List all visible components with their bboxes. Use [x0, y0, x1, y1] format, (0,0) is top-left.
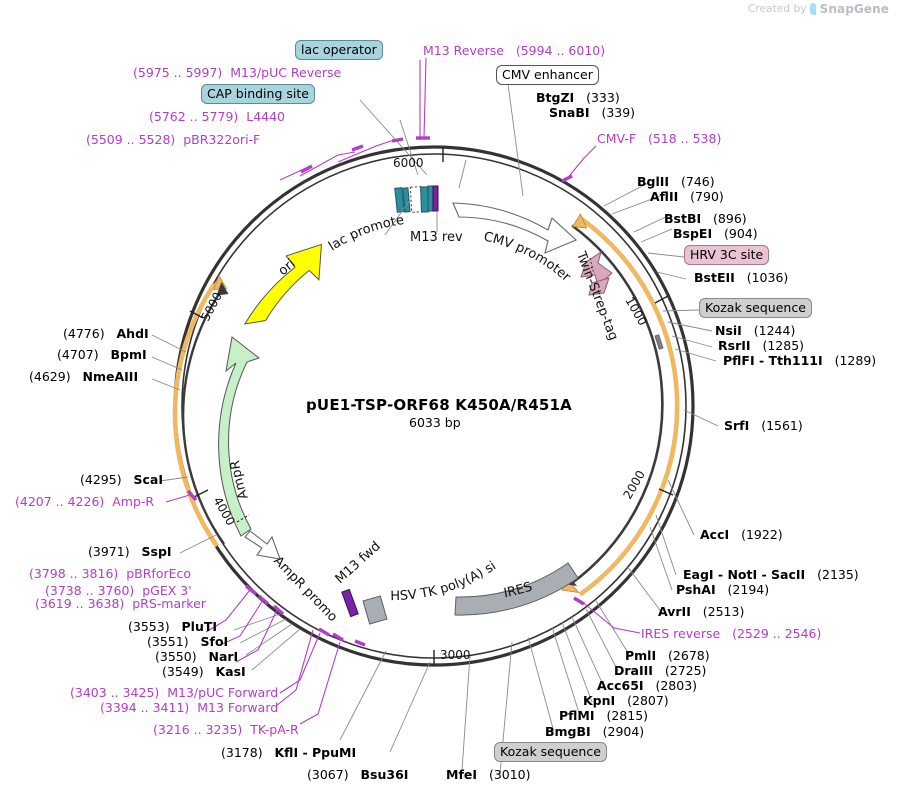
svg-text:3000: 3000	[440, 648, 471, 662]
enzyme-nmeaiii[interactable]: (4629) NmeAIII	[29, 369, 139, 384]
watermark-brand: SnapGene	[819, 2, 889, 16]
primer-m13-puc-reverse[interactable]: (5975 .. 5997) M13/pUC Reverse	[133, 65, 342, 80]
feature-hsv-tk-polya[interactable]	[362, 595, 388, 625]
primer-pbr322ori-f[interactable]: (5509 .. 5528) pBR322ori-F	[86, 132, 261, 147]
enzyme-pshai[interactable]: PshAI (2194)	[676, 582, 770, 597]
enzyme-bstbi[interactable]: BstBI (896)	[664, 211, 747, 226]
primer-leaders	[165, 57, 641, 725]
primer-pgex-3[interactable]: (3738 .. 3760) pGEX 3'	[45, 583, 192, 598]
feature-tick-right	[654, 334, 664, 350]
enzyme-mfei[interactable]: MfeI (3010)	[446, 767, 531, 782]
feature-cluster-top[interactable]	[394, 185, 439, 213]
feature-ampr-promoter[interactable]	[244, 530, 281, 560]
enzyme-draiii[interactable]: DraIII (2725)	[614, 663, 707, 678]
enzyme-scai[interactable]: (4295) ScaI	[80, 472, 163, 487]
enzyme-nari[interactable]: (3550) NarI	[155, 649, 239, 664]
enzyme-pluti[interactable]: (3553) PluTI	[128, 619, 218, 634]
feature-twin-strep-tag[interactable]	[580, 250, 613, 296]
feature-ori[interactable]	[240, 243, 327, 325]
enzyme-sfoi[interactable]: (3551) SfoI	[147, 634, 229, 649]
enzyme-bpmi[interactable]: (4707) BpmI	[57, 347, 147, 362]
badge-kozak-sequence-2[interactable]: Kozak sequence	[494, 742, 607, 762]
badge-lac-operator[interactable]: lac operator	[295, 40, 383, 60]
enzyme-bsu36i[interactable]: (3067) Bsu36I	[307, 767, 409, 782]
primer-amp-r[interactable]: (4207 .. 4226) Amp-R	[15, 494, 155, 509]
primer-pbrforeco[interactable]: (3798 .. 3816) pBRforEco	[29, 566, 192, 581]
badge-hrv-3c-site[interactable]: HRV 3C site	[684, 245, 770, 265]
leader-lines-left	[151, 83, 524, 671]
badge-cmv-enhancer[interactable]: CMV enhancer	[496, 65, 599, 85]
enzyme-ahdi[interactable]: (4776) AhdI	[63, 326, 149, 341]
svg-text:6000: 6000	[393, 156, 424, 170]
enzyme-kfli-ppumi[interactable]: (3178) KflI - PpuMI	[221, 745, 357, 760]
feature-cmv-promoter[interactable]	[452, 202, 578, 254]
enzyme-pflfi-tth111i[interactable]: PflFI - Tth111I (1289)	[723, 353, 877, 368]
svg-text:lac promoter: lac promoter	[0, 0, 405, 254]
enzyme-bspei[interactable]: BspEI (904)	[673, 226, 758, 241]
enzyme-aflii[interactable]: AflII (790)	[650, 189, 724, 204]
primer-tk-pa-r[interactable]: (3216 .. 3235) TK-pA-R	[153, 722, 299, 737]
enzyme-kasi[interactable]: (3549) KasI	[162, 664, 246, 679]
enzyme-rsrii[interactable]: RsrII (1285)	[718, 338, 805, 353]
feature-ampr[interactable]	[218, 336, 261, 537]
svg-text:M13 fwd: M13 fwd	[333, 539, 384, 587]
feature-ires[interactable]	[454, 562, 579, 616]
snapgene-logo-icon	[809, 3, 817, 15]
primer-cmv-f[interactable]: CMV-F (518 .. 538)	[597, 131, 722, 146]
enzyme-kpni[interactable]: KpnI (2807)	[583, 693, 669, 708]
primer-m13-reverse[interactable]: M13 Reverse (5994 .. 6010)	[423, 43, 606, 58]
enzyme-pmli[interactable]: PmlI (2678)	[625, 648, 710, 663]
badge-cap-binding-site[interactable]: CAP binding site	[201, 84, 315, 104]
primer-ires-reverse[interactable]: IRES reverse (2529 .. 2546)	[641, 626, 822, 641]
enzyme-bsteii[interactable]: BstEII (1036)	[694, 270, 789, 285]
primer-l4440[interactable]: (5762 .. 5779) L4440	[149, 109, 286, 124]
position-ticks	[189, 147, 674, 665]
primer-prs-marker[interactable]: (3619 .. 3638) pRS-marker	[35, 596, 206, 611]
enzyme-nsii[interactable]: NsiI (1244)	[715, 323, 796, 338]
feature-m13-fwd[interactable]	[341, 588, 359, 618]
enzyme-btgzi[interactable]: BtgZI (333)	[536, 90, 620, 105]
watermark-prefix: Created by	[747, 3, 807, 15]
leader-lines-right	[339, 182, 719, 775]
svg-text:1000: 1000	[622, 295, 649, 328]
primer-m13-forward[interactable]: (3394 .. 3411) M13 Forward	[100, 700, 279, 715]
enzyme-acc65i[interactable]: Acc65I (2803)	[597, 678, 698, 693]
snapgene-watermark: Created by SnapGene	[748, 2, 889, 16]
orf-arc	[560, 213, 680, 597]
enzyme-eagi-noti-sacii[interactable]: EagI - NotI - SacII (2135)	[683, 567, 859, 582]
page-title: pUE1-TSP-ORF68 K450A/R451A	[306, 396, 572, 414]
enzyme-bglii[interactable]: BglII (746)	[637, 174, 715, 189]
enzyme-srfi[interactable]: SrfI (1561)	[724, 418, 803, 433]
enzyme-sspi[interactable]: (3971) SspI	[88, 544, 172, 559]
ampr-orf-arc	[172, 274, 229, 548]
enzyme-bmgbi[interactable]: BmgBI (2904)	[545, 724, 645, 739]
badge-kozak-sequence-1[interactable]: Kozak sequence	[699, 298, 812, 318]
enzyme-snabi[interactable]: SnaBI (339)	[549, 105, 636, 120]
enzyme-acci[interactable]: AccI (1922)	[700, 527, 783, 542]
enzyme-avrii[interactable]: AvrII (2513)	[658, 604, 745, 619]
plasmid-length: 6033 bp	[409, 415, 461, 430]
enzyme-pflmi[interactable]: PflMI (2815)	[559, 708, 649, 723]
primer-m13-puc-forward[interactable]: (3403 .. 3425) M13/pUC Forward	[70, 685, 279, 700]
svg-text:M13 rev: M13 rev	[410, 230, 463, 245]
